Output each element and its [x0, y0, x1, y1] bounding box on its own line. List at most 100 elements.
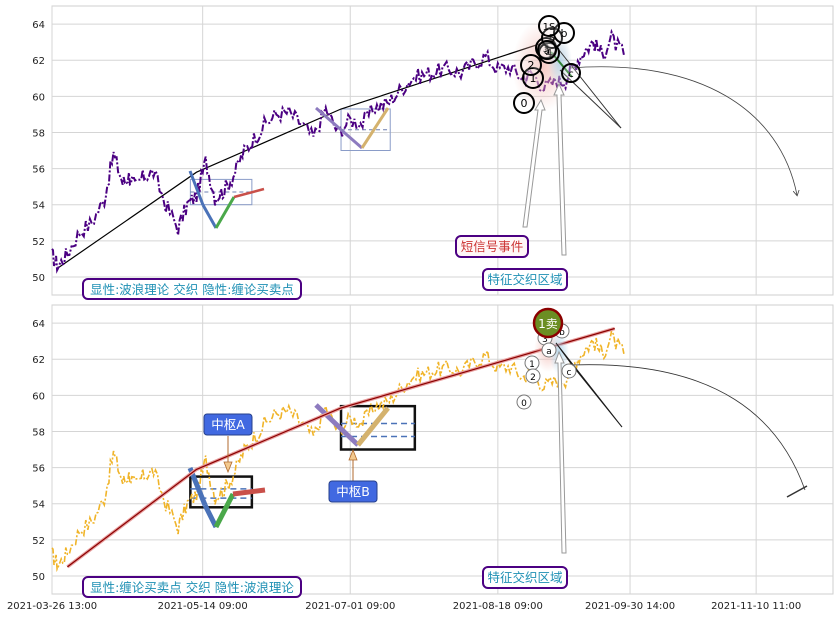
wave-label-text: 2	[528, 59, 535, 72]
top-interweave-label: 特征交织区域	[482, 268, 568, 291]
bottom-plot-area	[51, 304, 834, 595]
wave-label-text: 2	[530, 373, 536, 383]
wave-label-text: 0	[521, 97, 528, 110]
top-plot-area	[51, 5, 834, 296]
top-wave-segments	[188, 106, 390, 229]
y-tick-label: 58	[32, 128, 45, 139]
bottom-projection	[555, 342, 808, 498]
wave-segment	[233, 187, 265, 199]
y-tick-label: 58	[32, 427, 45, 438]
wave-segment	[202, 503, 219, 529]
y-tick-label: 54	[32, 500, 45, 511]
x-tick-label: 2021-07-01 09:00	[305, 601, 395, 612]
wave-segment	[214, 196, 236, 229]
x-axis: 2021-03-26 13:00 2021-05-14 09:00 2021-07-…	[7, 601, 801, 612]
bottom-panel: 50 52 54 56 58 60 62 64 2021-03-26 13:00 2021-05…	[7, 304, 834, 612]
y-tick-label: 56	[32, 165, 45, 176]
wave-label-c: c	[561, 63, 581, 83]
top-projection-lines	[550, 44, 797, 195]
sell-signal-marker: 1卖	[532, 307, 564, 339]
bottom-legend-text: 显性:缠论买卖点 交织 隐性:波浪理论	[90, 580, 294, 595]
wave-label-text: a	[546, 347, 552, 357]
y-tick-label: 52	[32, 237, 45, 248]
y-tick-label: 64	[32, 20, 45, 31]
wave-segment	[360, 107, 390, 149]
wave-label-text: 3	[543, 42, 550, 55]
sell-signal-text: 1卖	[538, 317, 558, 331]
x-tick-label: 2021-11-10 11:00	[711, 601, 801, 612]
y-tick-label: 52	[32, 536, 45, 547]
wave-segment	[201, 204, 218, 229]
arrow-interweave	[554, 350, 567, 554]
wave-label-text: 0	[521, 399, 527, 409]
pivot-b-text: 中枢B	[336, 484, 370, 499]
projection-line	[559, 69, 622, 129]
wave-segment	[213, 492, 236, 529]
wave-segment	[314, 403, 360, 447]
bottom-interweave-label: 特征交织区域	[482, 566, 568, 589]
wave-label-1s: 1S	[538, 15, 560, 37]
pivot-a-callout: 中枢A	[203, 413, 253, 474]
wave-label-text: 1S	[543, 22, 556, 33]
wave-label-text: b	[561, 27, 568, 40]
top-wave-labels: 0 1 2 3 4 5 a b c 1S	[513, 15, 581, 114]
bottom-legend: 显性:缠论买卖点 交织 隐性:波浪理论	[82, 576, 302, 598]
pivot-a-text: 中枢A	[211, 417, 245, 432]
y-tick-label: 62	[32, 56, 45, 67]
projection-wedge	[555, 342, 623, 428]
arrow-short-signal	[522, 98, 546, 228]
wave-segment	[232, 487, 266, 497]
wave-label-c: c	[561, 363, 577, 379]
forecast-end-cap	[786, 485, 808, 498]
wave-label-text: 4	[546, 47, 553, 60]
x-tick-label: 2021-08-18 09:00	[453, 601, 543, 612]
wave-label-0: 0	[513, 92, 535, 114]
y-tick-label: 50	[32, 273, 45, 284]
trend-line	[57, 37, 557, 269]
pivot-b-callout: 中枢B	[328, 448, 378, 503]
wave-label-1: 1	[524, 355, 540, 371]
x-tick-label: 2021-09-30 14:00	[585, 601, 675, 612]
wave-label-text: c	[568, 69, 574, 80]
wave-segment	[188, 170, 205, 206]
y-tick-label: 50	[32, 572, 45, 583]
y-tick-label: 54	[32, 201, 45, 212]
interweave-text: 特征交织区域	[487, 570, 562, 585]
forecast-arc	[571, 364, 806, 491]
interweave-text: 特征交织区域	[487, 272, 562, 287]
wave-label-text: 1	[529, 360, 535, 370]
arrow-interweave	[553, 82, 567, 256]
y-tick-label: 60	[32, 391, 45, 402]
bottom-y-axis: 50 52 54 56 58 60 62 64	[32, 319, 45, 583]
stroke-line	[67, 327, 615, 568]
bottom-grid	[51, 305, 833, 594]
x-tick-label: 2021-05-14 09:00	[158, 601, 248, 612]
short-signal-label: 短信号事件	[455, 235, 529, 258]
wave-label-text: a	[544, 46, 550, 57]
top-legend-text: 显性:波浪理论 交织 隐性:缠论买卖点	[90, 282, 294, 297]
wave-segment	[356, 406, 390, 447]
wave-label-a: a	[537, 40, 557, 60]
y-tick-label: 64	[32, 319, 45, 330]
y-tick-label: 60	[32, 92, 45, 103]
wave-label-0: 0	[516, 394, 532, 410]
x-tick-label: 2021-03-26 13:00	[7, 601, 97, 612]
projection-line	[554, 44, 622, 129]
top-grid	[51, 6, 833, 295]
top-y-axis: 50 52 54 56 58 60 62 64	[32, 20, 45, 284]
wave-label-text: b	[559, 328, 565, 338]
wave-label-text: 3	[542, 335, 548, 345]
wave-label-2: 2	[525, 368, 541, 384]
top-legend: 显性:波浪理论 交织 隐性:缠论买卖点	[82, 278, 302, 300]
wave-label-2: 2	[520, 54, 542, 76]
top-callout-arrows	[522, 82, 567, 256]
wave-label-text: 1	[530, 72, 537, 85]
wave-label-text: 5	[549, 32, 556, 45]
top-trend-line	[57, 37, 557, 269]
forecast-arc	[569, 66, 797, 195]
y-tick-label: 62	[32, 355, 45, 366]
y-tick-label: 56	[32, 464, 45, 475]
wave-label-text: c	[567, 368, 572, 378]
